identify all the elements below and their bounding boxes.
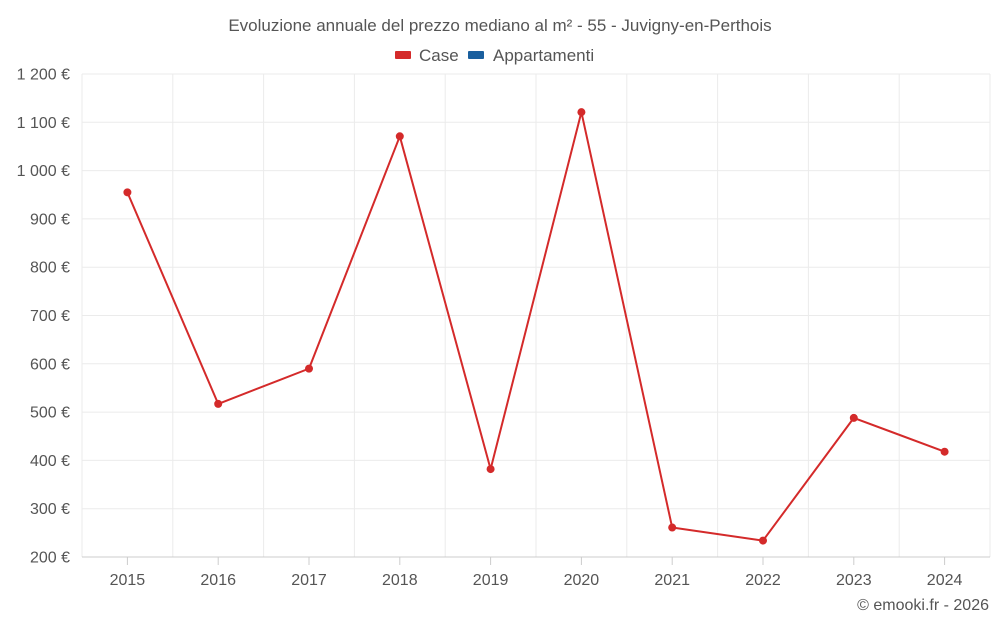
y-tick-label: 700 €	[30, 308, 70, 325]
data-point-case[interactable]	[123, 188, 132, 197]
data-point-case[interactable]	[305, 364, 313, 373]
y-tick-label: 500 €	[30, 405, 70, 422]
data-point-case[interactable]	[849, 413, 858, 422]
x-tick-label: 2023	[836, 572, 872, 589]
y-tick-label: 1 100 €	[17, 115, 70, 132]
y-tick-label: 1 000 €	[17, 163, 70, 180]
x-tick-label: 2017	[291, 572, 327, 589]
y-tick-label: 800 €	[30, 260, 70, 277]
data-point-case[interactable]	[577, 108, 586, 117]
legend-item-case[interactable]: Case	[395, 46, 459, 65]
x-tick-label: 2018	[382, 572, 418, 589]
y-tick-label: 600 €	[30, 356, 70, 373]
legend-swatch-case	[395, 51, 411, 59]
x-tick-label: 2024	[927, 572, 963, 589]
legend[interactable]: Case Appartamenti	[395, 46, 594, 65]
data-point-case[interactable]	[668, 523, 677, 532]
series-line-case[interactable]	[126, 111, 945, 542]
x-tick-label: 2020	[564, 572, 600, 589]
y-axis: 200 € 300 € 400 € 500 € 600 € 700 € 800 € 900 €…	[17, 67, 70, 567]
y-tick-label: 400 €	[30, 453, 70, 470]
y-tick-label: 300 €	[30, 501, 70, 518]
grid	[81, 73, 991, 557]
data-point-case[interactable]	[759, 536, 767, 545]
credit-text: © emooki.fr - 2026	[857, 597, 989, 614]
y-tick-label: 1 200 €	[17, 67, 70, 84]
data-point-case[interactable]	[395, 132, 404, 141]
series-layer	[123, 108, 949, 545]
x-tick-label: 2016	[200, 572, 236, 589]
data-point-case[interactable]	[940, 447, 949, 456]
x-tick-label: 2021	[654, 572, 690, 589]
legend-label-appartamenti: Appartamenti	[493, 46, 594, 65]
data-point-case[interactable]	[214, 399, 223, 408]
legend-swatch-appartamenti	[468, 51, 484, 59]
legend-item-appartamenti[interactable]: Appartamenti	[468, 46, 594, 65]
chart-title: Evoluzione annuale del prezzo mediano al…	[228, 16, 771, 35]
x-tick-label: 2015	[110, 572, 146, 589]
data-point-case[interactable]	[486, 465, 495, 474]
y-tick-label: 900 €	[30, 211, 70, 228]
x-tick-label: 2019	[473, 572, 509, 589]
x-tick-label: 2022	[745, 572, 781, 589]
y-tick-label: 200 €	[30, 550, 70, 567]
x-axis: 2015 2016 2017 2018 2019 2020 2021 2022 2023 2024	[82, 556, 990, 589]
legend-label-case: Case	[419, 46, 459, 65]
